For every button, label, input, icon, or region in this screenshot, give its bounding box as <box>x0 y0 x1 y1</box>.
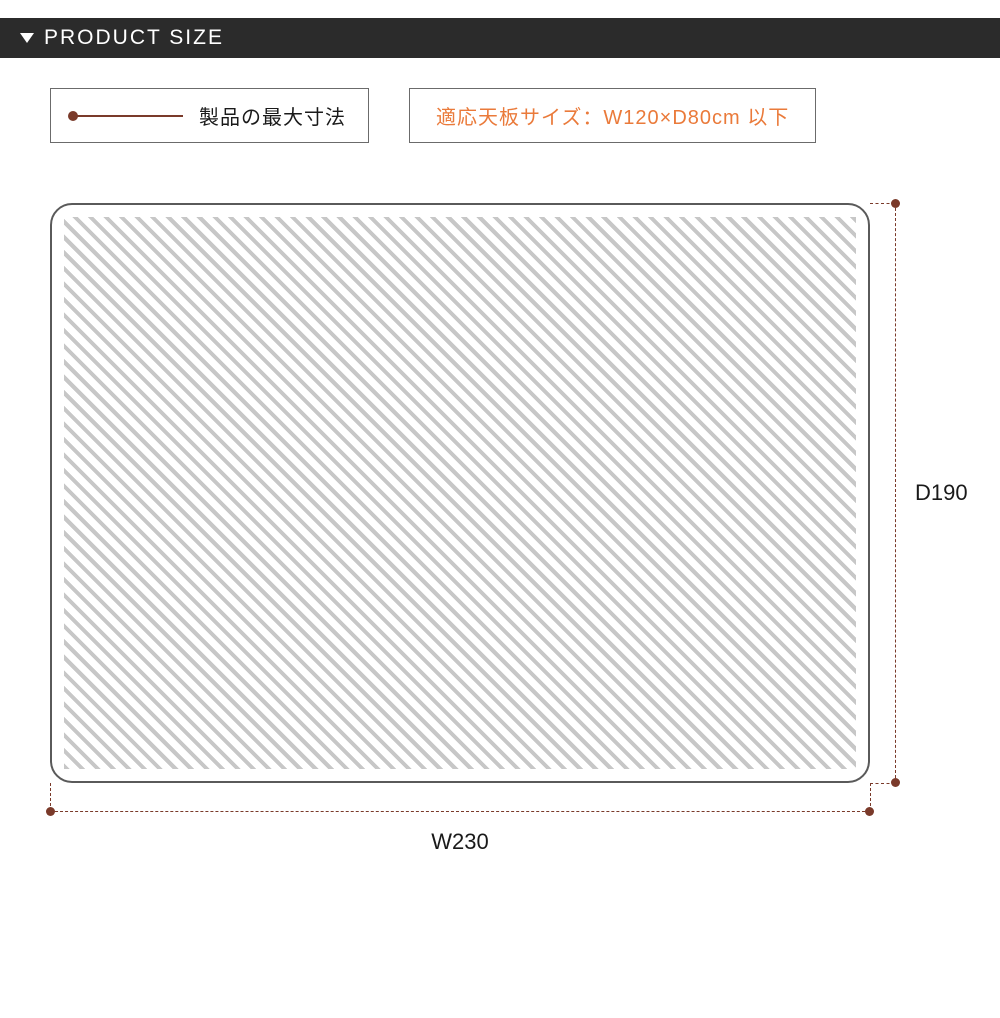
section-title: PRODUCT SIZE <box>44 26 224 50</box>
product-diagram: D190 W230 <box>50 203 950 963</box>
compatibility-text: 適応天板サイズ：W120×D80cm 以下 <box>436 107 789 129</box>
dimension-depth-label: D190 <box>915 480 968 506</box>
section-header: PRODUCT SIZE <box>0 18 1000 58</box>
legend-line-icon <box>73 115 183 117</box>
dimension-endpoint-icon <box>46 807 55 816</box>
dimension-endpoint-icon <box>891 199 900 208</box>
legend-label: 製品の最大寸法 <box>199 101 346 130</box>
compatibility-note: 適応天板サイズ：W120×D80cm 以下 <box>409 88 816 143</box>
dimension-endpoint-icon <box>865 807 874 816</box>
legend-row: 製品の最大寸法 適応天板サイズ：W120×D80cm 以下 <box>50 88 950 143</box>
dimension-endpoint-icon <box>891 778 900 787</box>
legend-max-dimension: 製品の最大寸法 <box>50 88 369 143</box>
dimension-line <box>50 811 870 812</box>
product-outline <box>50 203 870 783</box>
dimension-width-label: W230 <box>431 829 488 855</box>
product-hatch-fill <box>64 217 856 769</box>
dimension-width: W230 <box>50 811 870 891</box>
triangle-down-icon <box>20 33 34 43</box>
dimension-line <box>895 203 896 783</box>
dimension-depth: D190 <box>895 203 1000 783</box>
